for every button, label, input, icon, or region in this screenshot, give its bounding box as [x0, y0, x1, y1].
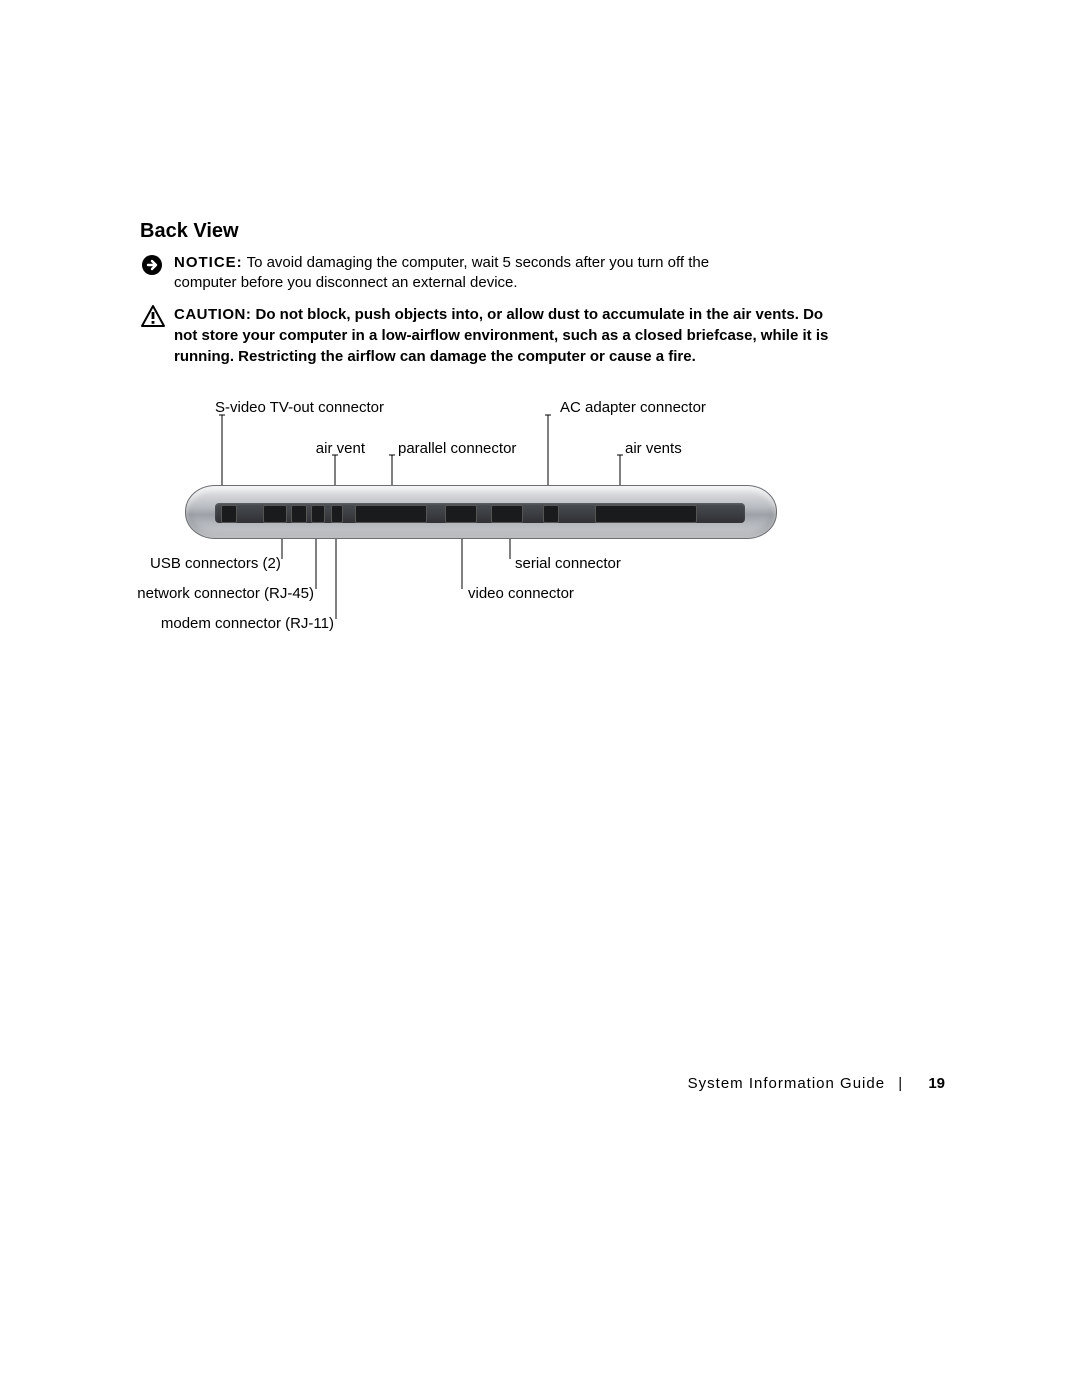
- label-parallel: parallel connector: [398, 440, 516, 457]
- laptop-back-illustration: [185, 477, 775, 547]
- footer-separator: |: [898, 1075, 903, 1092]
- label-ac: AC adapter connector: [560, 399, 706, 416]
- caution-lead: CAUTION:: [174, 306, 251, 323]
- back-view-diagram: S-video TV-out connector AC adapter conn…: [140, 387, 940, 687]
- caution-body: Do not block, push objects into, or allo…: [174, 306, 828, 365]
- notice-block: NOTICE: To avoid damaging the computer, …: [140, 253, 940, 294]
- label-network: network connector (RJ-45): [130, 585, 314, 602]
- section-heading: Back View: [140, 220, 940, 243]
- label-modem: modem connector (RJ-11): [160, 615, 334, 632]
- caution-text: CAUTION: Do not block, push objects into…: [174, 304, 834, 367]
- notice-text: NOTICE: To avoid damaging the computer, …: [174, 253, 774, 294]
- footer-title: System Information Guide: [688, 1075, 885, 1092]
- notice-lead: NOTICE:: [174, 254, 243, 271]
- label-video: video connector: [468, 585, 574, 602]
- notice-body: To avoid damaging the computer, wait 5 s…: [174, 254, 709, 291]
- label-airvent: air vent: [315, 440, 365, 457]
- caution-block: CAUTION: Do not block, push objects into…: [140, 304, 940, 367]
- label-usb: USB connectors (2): [150, 555, 280, 572]
- label-airvents: air vents: [625, 440, 682, 457]
- page-footer: System Information Guide | 19: [688, 1075, 945, 1092]
- label-serial: serial connector: [515, 555, 621, 572]
- label-svideo: S-video TV-out connector: [215, 399, 384, 416]
- footer-page-number: 19: [928, 1075, 945, 1092]
- notice-icon: [140, 253, 168, 282]
- caution-icon: [140, 304, 168, 333]
